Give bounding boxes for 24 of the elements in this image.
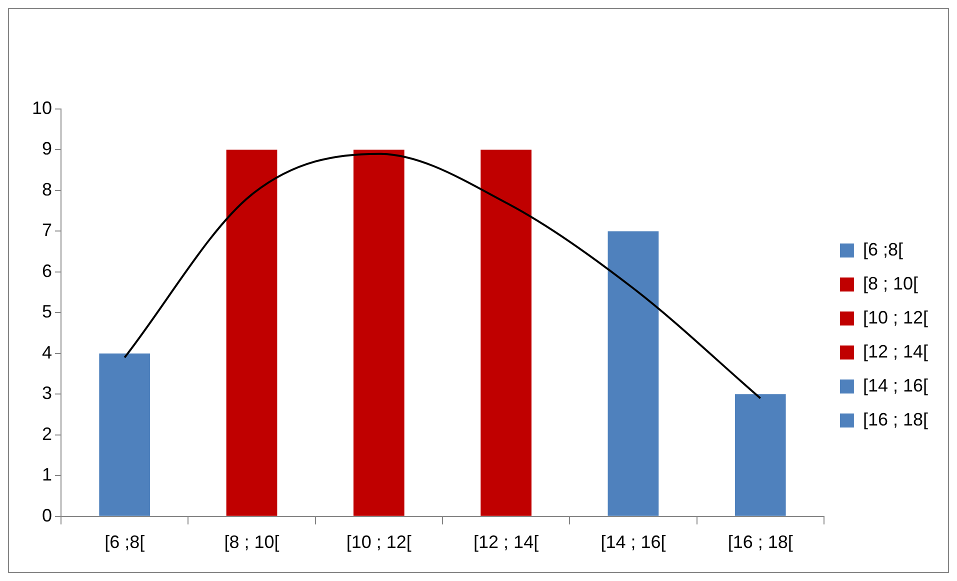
y-tick-label: 8 [42,179,52,200]
legend-label: [8 ; 10[ [862,273,918,294]
y-tick-label: 6 [42,260,52,281]
y-tick-label: 3 [42,383,52,404]
legend-label: [16 ; 18[ [862,409,928,430]
x-tick-label: [8 ; 10[ [224,532,280,552]
x-tick-label: [16 ; 18[ [728,532,793,552]
y-tick-label: 1 [42,464,52,485]
y-tick-label: 5 [42,302,52,322]
legend-label: [6 ;8[ [862,239,903,260]
y-tick-label: 4 [42,342,52,362]
legend-label: [10 ; 12[ [862,307,928,328]
legend-label: [14 ; 16[ [862,375,928,396]
x-tick-label: [6 ;8[ [104,532,145,552]
x-tick-label: [10 ; 12[ [346,532,412,552]
y-tick-label: 10 [32,98,52,118]
x-tick-label: [14 ; 16[ [600,532,666,552]
legend-label: [12 ; 14[ [862,341,928,362]
y-tick-label: 2 [42,424,52,444]
y-tick-label: 7 [42,220,52,240]
y-tick-label: 0 [42,505,52,526]
x-tick-label: [12 ; 14[ [474,532,539,552]
y-tick-label: 9 [42,138,52,159]
line-series [124,152,762,400]
